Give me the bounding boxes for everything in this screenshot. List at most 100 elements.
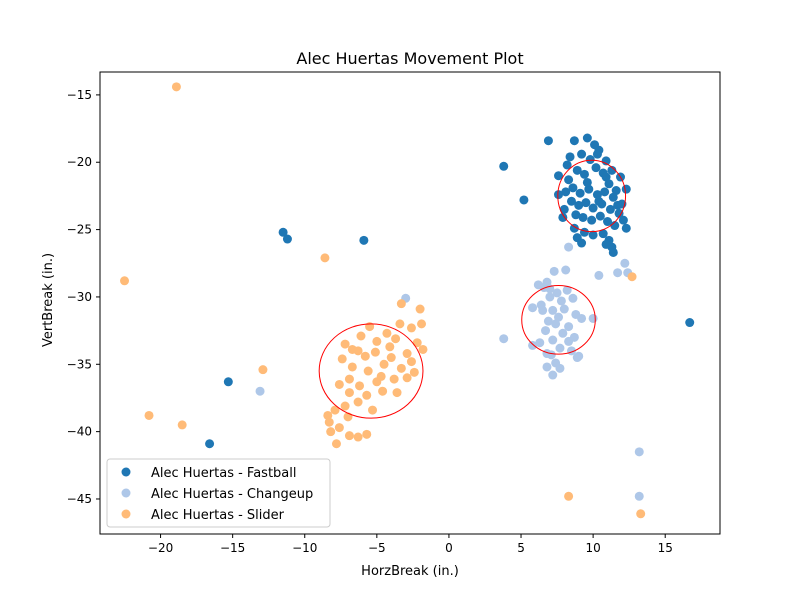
scatter-point: [555, 343, 565, 353]
scatter-point: [587, 215, 597, 225]
scatter-point: [344, 431, 354, 441]
scatter-point: [634, 491, 644, 501]
scatter-point: [355, 381, 365, 391]
y-axis-label: VertBreak (in.): [41, 253, 56, 347]
scatter-point: [370, 347, 380, 357]
scatter-point: [376, 371, 386, 381]
scatter-point: [548, 335, 558, 345]
scatter-point: [389, 374, 399, 384]
scatter-point: [577, 149, 587, 159]
x-tick-label: −5: [368, 541, 386, 555]
scatter-point: [594, 270, 604, 280]
scatter-point: [558, 328, 568, 338]
x-tick-label: 10: [585, 541, 600, 555]
scatter-point: [592, 190, 602, 200]
scatter-point: [372, 336, 382, 346]
scatter-point: [258, 365, 268, 375]
scatter-point: [334, 423, 344, 433]
scatter-point: [561, 187, 571, 197]
cluster-ellipse: [557, 159, 627, 233]
scatter-point: [402, 349, 412, 359]
scatter-point: [601, 239, 611, 249]
series-3: [120, 82, 646, 519]
x-tick-label: 0: [445, 541, 453, 555]
scatter-point: [608, 247, 618, 257]
legend-label: Alec Huertas - Slider: [151, 508, 285, 523]
scatter-point: [378, 386, 388, 396]
scatter-point: [549, 266, 559, 276]
scatter-point: [579, 227, 589, 237]
scatter-point: [572, 165, 582, 175]
scatter-point: [574, 351, 584, 361]
scatter-point: [359, 235, 369, 245]
scatter-point: [601, 172, 611, 182]
scatter-point: [613, 268, 623, 278]
scatter-point: [177, 420, 187, 430]
scatter-point: [611, 186, 621, 196]
y-tick-label: −40: [67, 425, 92, 439]
scatter-point: [330, 405, 340, 415]
y-tick-label: −20: [67, 155, 92, 169]
scatter-point: [565, 152, 575, 162]
scatter-point: [543, 316, 553, 326]
legend-label: Alec Huertas - Changeup: [151, 487, 313, 502]
scatter-point: [418, 344, 428, 354]
scatter-point: [541, 326, 551, 336]
cluster-ellipses: [318, 159, 627, 419]
scatter-point: [144, 410, 154, 420]
scatter-point: [344, 374, 354, 384]
scatter-point: [598, 229, 608, 239]
scatter-point: [382, 328, 392, 338]
legend: Alec Huertas - Fastball Alec Huertas - Ch…: [106, 458, 331, 528]
scatter-point: [396, 299, 406, 309]
scatter-point: [584, 184, 594, 194]
legend-marker: [121, 509, 131, 519]
legend-box: [106, 458, 331, 528]
scatter-point: [406, 357, 416, 367]
scatter-point: [542, 362, 552, 372]
cluster-ellipse: [521, 284, 596, 355]
scatter-point: [562, 160, 572, 170]
scatter-point: [621, 223, 631, 233]
scatter-point: [340, 401, 350, 411]
scatter-point: [344, 388, 354, 398]
scatter-point: [601, 156, 611, 166]
x-tick-label: −15: [220, 541, 245, 555]
scatter-point: [588, 313, 598, 323]
scatter-point: [569, 136, 579, 146]
scatter-point: [569, 223, 579, 233]
scatter-point: [548, 305, 558, 315]
scatter-point: [568, 183, 578, 193]
scatter-point: [353, 432, 363, 442]
scatter-point: [582, 133, 592, 143]
scatter-point: [608, 192, 618, 202]
scatter-point: [528, 303, 538, 313]
scatter-point: [594, 196, 604, 206]
scatter-point: [636, 509, 646, 519]
scatter-point: [499, 334, 509, 344]
scatter-point: [171, 82, 181, 92]
scatter-point: [554, 190, 564, 200]
scatter-point: [379, 359, 389, 369]
x-tick-label: 15: [658, 541, 673, 555]
scatter-point: [554, 171, 564, 181]
scatter-point: [363, 366, 373, 376]
scatter-point: [337, 354, 347, 364]
scatter-point: [320, 253, 330, 263]
scatter-point: [528, 340, 538, 350]
scatter-point: [548, 370, 558, 380]
scatter-point: [613, 200, 623, 210]
scatter-point: [395, 319, 405, 329]
scatter-point: [588, 203, 598, 213]
scatter-point: [368, 405, 378, 415]
scatter-point: [564, 322, 574, 332]
scatter-point: [552, 288, 562, 298]
scatter-point: [519, 195, 529, 205]
scatter-point: [362, 390, 372, 400]
scatter-point: [326, 427, 336, 437]
scatter-point: [406, 323, 416, 333]
scatter-point: [278, 227, 288, 237]
scatter-point: [535, 338, 545, 348]
scatter-point: [551, 319, 561, 329]
